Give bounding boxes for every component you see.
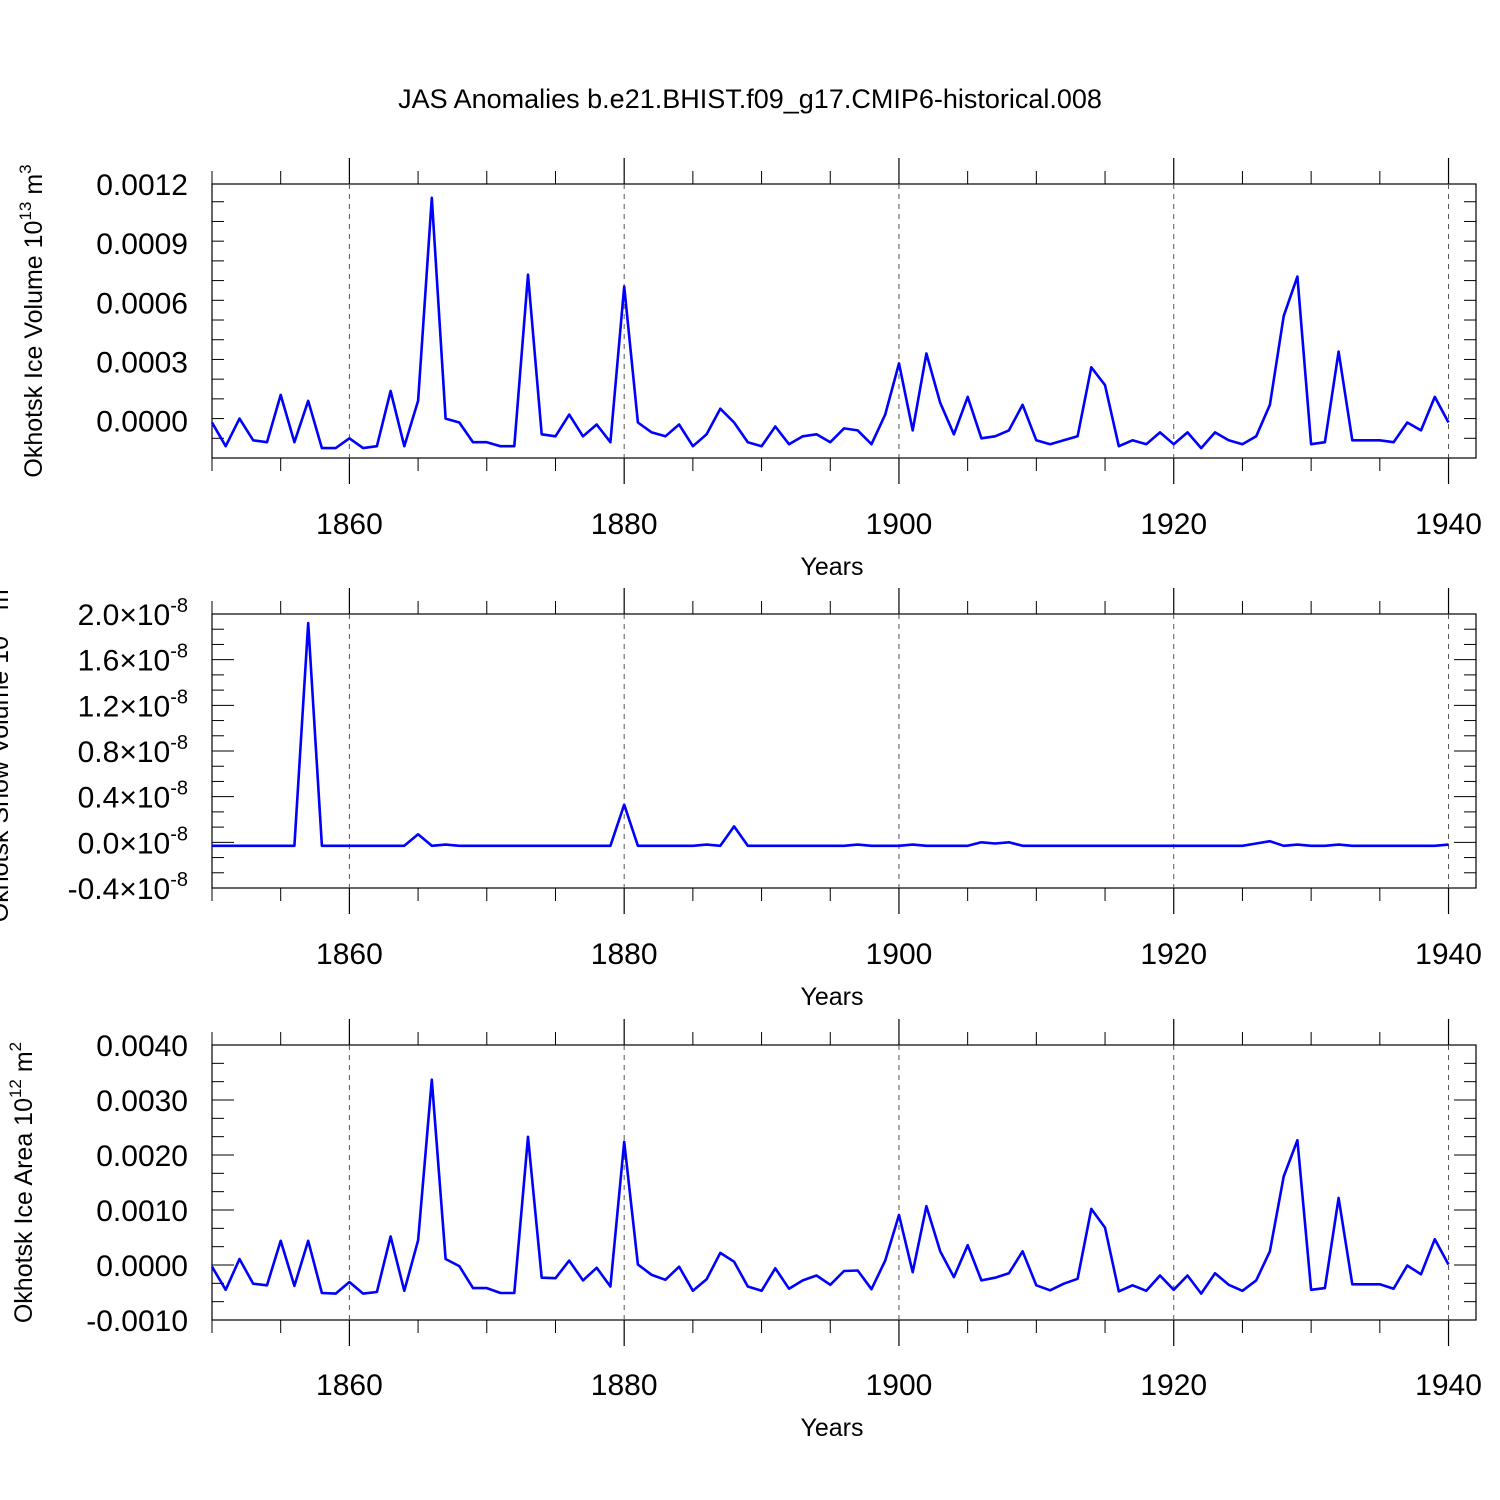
x-axis-label: Years [800, 1414, 863, 1442]
y-tick-label: 0.0010 [96, 1195, 188, 1228]
y-tick-label: 0.8×10-8 [78, 732, 188, 769]
y-tick-label: 0.0000 [96, 406, 188, 439]
y-tick-label: 1.6×10-8 [78, 641, 188, 678]
y-axis-label: Okhotsk Ice Volume 1013 m3 [16, 164, 48, 477]
x-axis-label: Years [800, 983, 863, 1011]
series-line [210, 1078, 1450, 1295]
x-tick-label: 1940 [1415, 938, 1482, 971]
y-tick-label: -0.4×10-8 [68, 869, 188, 906]
y-tick-label: 0.0003 [96, 346, 188, 379]
x-tick-label: 1920 [1140, 1369, 1207, 1402]
x-tick-label: 1900 [866, 1369, 933, 1402]
y-tick-label: 0.0006 [96, 287, 188, 320]
x-tick-label: 1880 [591, 1369, 658, 1402]
x-tick-label: 1860 [316, 938, 383, 971]
x-tick-label: 1880 [591, 938, 658, 971]
y-axis-label: Okhotsk Snow Volume 1013 m3 [0, 580, 14, 922]
x-tick-label: 1940 [1415, 1369, 1482, 1402]
plot-frame [211, 183, 1477, 459]
x-tick-label: 1880 [591, 508, 658, 541]
panel-2: 1860 1880 1900 1920 1940 Years -0.4×10-8 0.0×10… [0, 580, 1482, 1011]
plot-frame [211, 1044, 1477, 1321]
y-tick-label: 0.0040 [96, 1030, 188, 1063]
panel-3: 1860 1880 1900 1920 1940 Years -0.0010 0.0000 0.… [6, 1019, 1482, 1442]
y-axis-label: Okhotsk Ice Area 1012 m2 [6, 1042, 38, 1323]
x-tick-label: 1940 [1415, 508, 1482, 541]
y-tick-label: 2.0×10-8 [78, 595, 188, 632]
x-axis-label: Years [800, 553, 863, 581]
chart-title: JAS Anomalies b.e21.BHIST.f09_g17.CMIP6-… [398, 84, 1102, 114]
y-tick-label: 0.0×10-8 [78, 823, 188, 860]
series-line [212, 621, 1449, 848]
x-tick-label: 1860 [316, 508, 383, 541]
x-tick-label: 1920 [1140, 508, 1207, 541]
x-tick-label: 1900 [866, 938, 933, 971]
y-tick-label: -0.0010 [86, 1305, 188, 1338]
y-tick-label: 0.0009 [96, 228, 188, 261]
y-tick-label: 0.0012 [96, 169, 188, 202]
y-tick-label: 0.0020 [96, 1140, 188, 1173]
y-tick-label: 0.0000 [96, 1250, 188, 1283]
x-tick-label: 1900 [866, 508, 933, 541]
x-tick-label: 1860 [316, 1369, 383, 1402]
x-tick-label: 1920 [1140, 938, 1207, 971]
series-line [210, 196, 1450, 450]
y-tick-label: 0.4×10-8 [78, 778, 188, 815]
y-tick-label: 1.2×10-8 [78, 686, 188, 723]
panel-1: 1860 1880 1900 1920 1940 Years 0.0000 0.0003 0.0… [16, 158, 1482, 581]
y-tick-label: 0.0030 [96, 1085, 188, 1118]
